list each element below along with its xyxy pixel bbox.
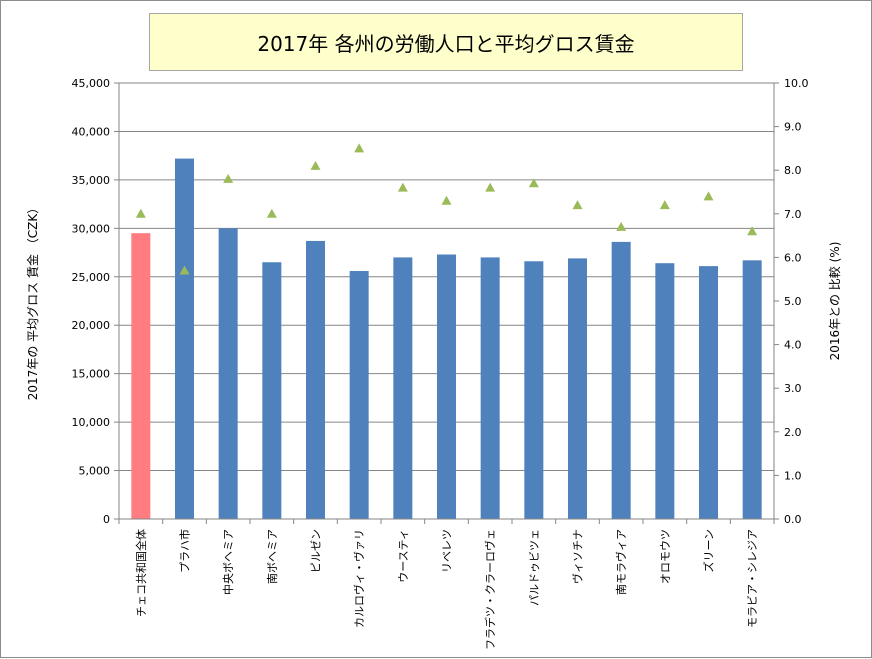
category-label: プラハ市: [178, 529, 192, 573]
marker-point: [354, 143, 365, 153]
category-label: リベレツ: [441, 529, 454, 573]
y-left-tick-label: 35,000: [72, 174, 111, 187]
marker-point: [616, 221, 627, 231]
y-left-tick-label: 5,000: [79, 465, 111, 478]
y-left-tick-label: 15,000: [72, 368, 111, 381]
category-label: ウースティ: [397, 529, 410, 583]
y-right-tick-label: 8.0: [784, 164, 802, 177]
category-label: パルドゥビツェ: [528, 529, 541, 606]
category-label: ピルゼン: [310, 529, 323, 573]
bar: [568, 258, 587, 519]
y-left-axis-title: 2017年の 平均グロス 賃金 （CZK）: [25, 202, 40, 400]
category-label: チェコ共和国全体: [134, 529, 148, 617]
y-right-tick-label: 7.0: [784, 208, 802, 221]
chart-title: 2017年 各州の労働人口と平均グロス賃金: [149, 13, 743, 71]
marker-point: [703, 191, 714, 201]
bar: [437, 254, 456, 519]
marker-point: [659, 200, 670, 210]
marker-point: [135, 208, 146, 218]
category-label: モラビア・シレジア: [746, 529, 759, 628]
y-right-tick-label: 5.0: [784, 295, 802, 308]
bar: [306, 240, 325, 519]
marker-point: [441, 195, 452, 205]
y-right-tick-label: 0.0: [784, 513, 802, 526]
bar: [699, 266, 718, 519]
bar: [742, 260, 762, 519]
y-left-tick-label: 10,000: [72, 416, 111, 429]
bar: [131, 233, 151, 519]
bar: [480, 257, 500, 519]
y-left-tick-label: 20,000: [72, 319, 111, 332]
marker-point: [179, 265, 190, 275]
y-right-tick-label: 2.0: [784, 426, 802, 439]
bar: [218, 228, 238, 520]
category-label: 南ボヘミア: [266, 529, 279, 584]
bar: [524, 261, 544, 519]
marker-point: [747, 226, 758, 236]
category-label: ズリーン: [702, 529, 716, 572]
y-right-tick-label: 6.0: [784, 251, 802, 264]
y-left-tick-label: 0: [103, 513, 110, 526]
marker-point: [223, 173, 234, 183]
marker-point: [397, 182, 408, 192]
y-right-tick-label: 4.0: [784, 339, 802, 352]
category-label: ヴィソチナ: [571, 529, 585, 584]
y-right-axis-title: 2016年との 比較 (%): [827, 242, 842, 361]
bar: [655, 263, 675, 519]
y-left-tick-label: 45,000: [72, 77, 111, 90]
bar: [393, 257, 413, 519]
y-right-tick-label: 3.0: [784, 382, 802, 395]
category-label: 中央ボヘミア: [222, 529, 235, 595]
bar: [611, 241, 631, 520]
marker-point: [528, 178, 539, 188]
y-left-tick-label: 40,000: [72, 125, 111, 138]
category-label: カルロヴィ・ヴァリ: [352, 529, 366, 628]
bar: [349, 270, 369, 519]
y-left-tick-label: 25,000: [72, 271, 111, 284]
bar: [262, 262, 282, 519]
category-label: フラデツ・クラーロヴェ: [483, 529, 497, 650]
y-right-tick-label: 9.0: [784, 121, 802, 134]
y-right-tick-label: 10.0: [784, 77, 809, 90]
marker-point: [572, 200, 583, 210]
marker-point: [266, 208, 277, 218]
y-left-tick-label: 30,000: [72, 222, 111, 235]
marker-point: [310, 160, 321, 170]
y-right-tick-label: 1.0: [784, 469, 802, 482]
bar: [175, 158, 194, 519]
category-label: 南モラヴィア: [614, 529, 628, 595]
category-label: オロモウツ: [659, 529, 672, 584]
marker-point: [485, 182, 496, 192]
